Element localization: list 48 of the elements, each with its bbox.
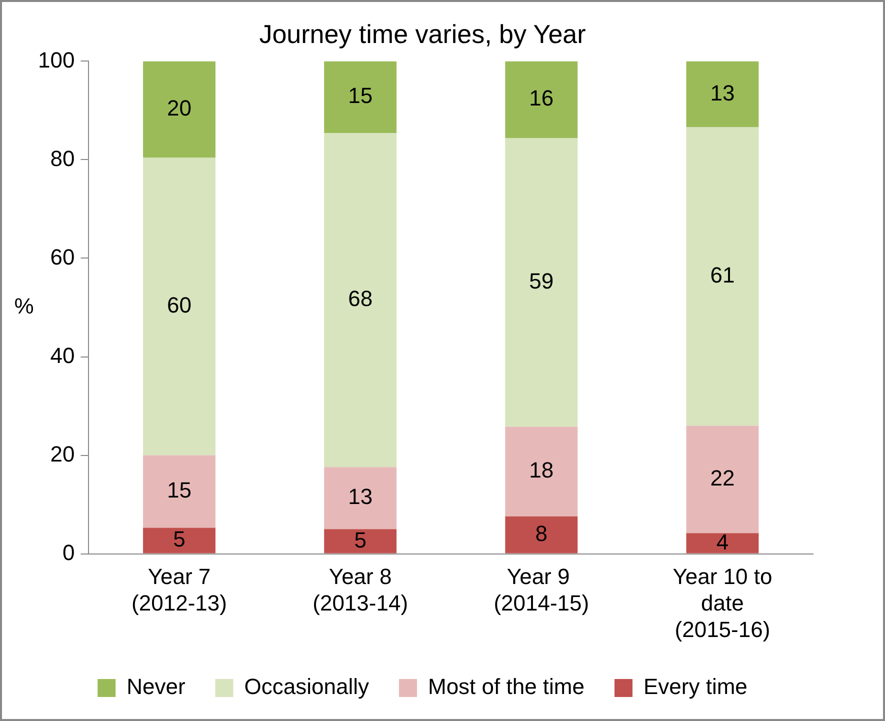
data-label: 18 (529, 458, 554, 483)
data-label: 59 (529, 268, 554, 294)
data-label: 22 (710, 465, 735, 490)
y-tick-label: 100 (38, 47, 75, 72)
bar (324, 529, 397, 554)
bar (686, 127, 759, 426)
bar (324, 133, 397, 468)
data-label: 5 (354, 527, 366, 552)
bar (505, 426, 578, 516)
data-label: 15 (348, 83, 373, 108)
data-label: 16 (529, 86, 554, 111)
bar (143, 61, 216, 158)
bar (686, 426, 759, 534)
bar (324, 467, 397, 530)
data-label: 15 (167, 478, 192, 503)
chart-title: Journey time varies, by Year (259, 18, 586, 49)
x-tick-label: Year 7 (2012-13) (132, 564, 227, 616)
x-tick-label: Year 10 to date (2015-16) (672, 564, 772, 642)
x-tick-label: Year 9 (2014-15) (494, 564, 590, 616)
bar (324, 61, 397, 134)
y-tick-label: 80 (50, 146, 75, 171)
legend-label: Most of the time (428, 674, 585, 700)
bar (686, 61, 759, 128)
data-label: 68 (348, 286, 373, 312)
bar (505, 516, 578, 554)
y-tick-label: 0 (62, 540, 75, 565)
legend-label: Never (126, 674, 186, 700)
y-axis-title: % (14, 294, 34, 319)
y-tick-label: 40 (50, 342, 75, 368)
bar (505, 61, 578, 138)
legend-label: Every time (644, 674, 748, 700)
y-tick-label: 20 (50, 441, 75, 466)
data-label: 8 (535, 520, 548, 546)
bar (686, 533, 759, 554)
data-label: 4 (716, 529, 729, 554)
data-label: 60 (167, 292, 192, 318)
x-tick-label: Year 8 (2013-14) (312, 564, 408, 616)
data-label: 5 (173, 526, 186, 552)
legend-label: Occasionally (244, 674, 369, 700)
data-label: 13 (710, 80, 735, 106)
bar (143, 528, 216, 554)
y-tick-label: 60 (50, 244, 75, 270)
data-label: 61 (710, 262, 735, 288)
bar (143, 158, 216, 456)
bar (505, 138, 578, 427)
bar (143, 455, 216, 528)
data-label: 20 (167, 96, 192, 121)
data-label: 13 (348, 484, 373, 510)
